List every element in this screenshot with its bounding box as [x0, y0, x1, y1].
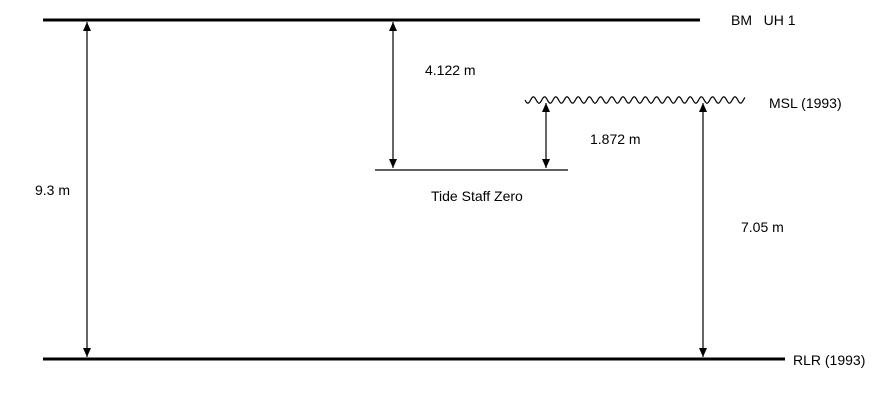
bm-to-tide-staff-zero-measurement: 4.122 m	[425, 62, 476, 78]
bm-label: BM UH 1	[731, 12, 796, 28]
msl-to-rlr-measurement: 7.05 m	[741, 219, 784, 235]
rlr-label: RLR (1993)	[793, 352, 866, 368]
tide-staff-zero-to-msl-measurement: 1.872 m	[590, 131, 641, 147]
msl-wave-line	[524, 96, 746, 104]
msl-label: MSL (1993)	[769, 95, 842, 111]
tide-staff-zero-label: Tide Staff Zero	[431, 188, 523, 204]
bm-to-rlr-measurement: 9.3 m	[35, 182, 71, 198]
